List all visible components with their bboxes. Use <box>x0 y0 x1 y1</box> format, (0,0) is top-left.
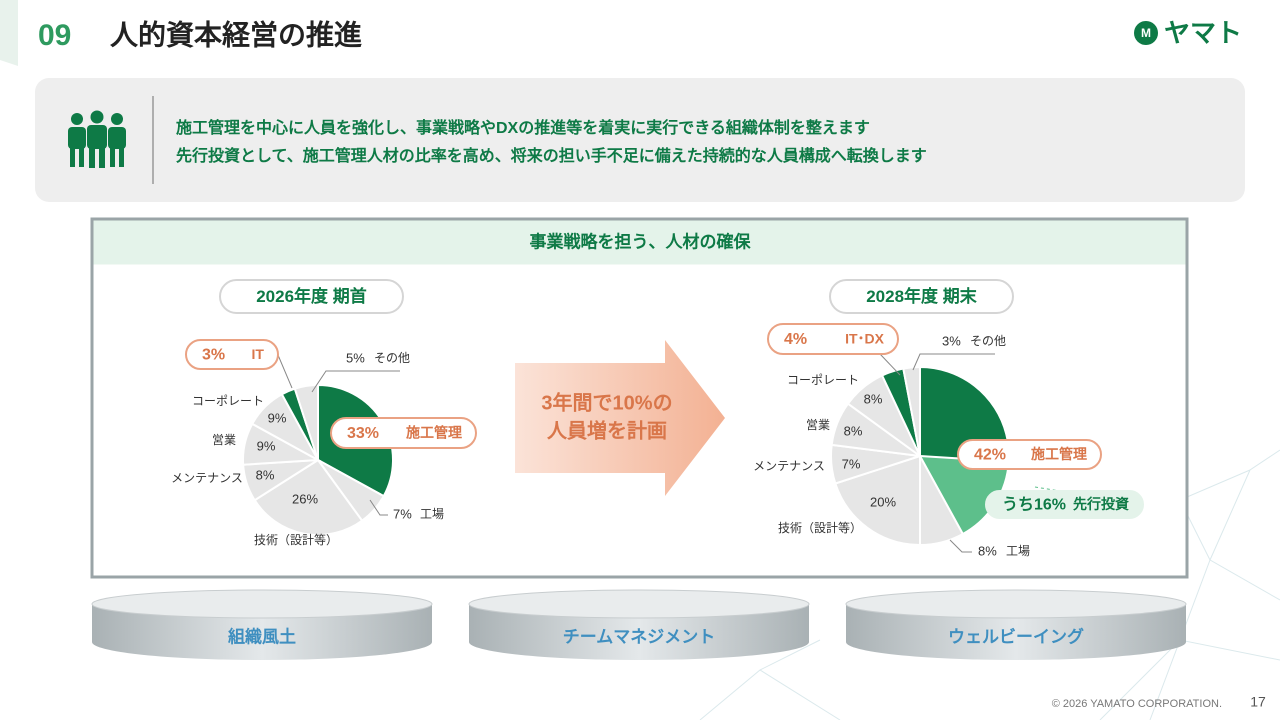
copyright: © 2026 YAMATO CORPORATION. <box>1052 698 1222 710</box>
category-label: コーポレート <box>192 394 264 408</box>
value-label: 20% <box>870 494 896 509</box>
value-label: 9% <box>268 410 287 425</box>
leader-line <box>311 370 400 393</box>
label-pill <box>767 323 899 355</box>
category-label: 先行投資 <box>1073 496 1129 512</box>
value-label: 9% <box>257 438 276 453</box>
value-label: 33% <box>347 425 379 442</box>
section-header <box>93 220 1186 265</box>
label-pill <box>957 439 1102 470</box>
growth-arrow <box>515 340 725 496</box>
page-number: 17 <box>1250 694 1266 710</box>
value-label: 7% <box>842 456 861 471</box>
arrow-text: 人員増を計画 <box>546 418 667 442</box>
foundation-cylinder <box>92 604 432 660</box>
foundation-cylinder <box>469 604 809 660</box>
category-label: メンテナンス <box>753 459 825 473</box>
page-title: 人的資本経営の推進 <box>109 18 362 50</box>
category-label: 工場 <box>420 507 444 521</box>
category-label: 技術（設計等） <box>254 532 338 547</box>
people-icon <box>68 110 126 168</box>
category-label: IT <box>252 346 265 362</box>
leader-line <box>369 499 388 516</box>
pie-chart: 2026年度 期首 33% 施工管理 7% 工場 26% 技術（設計等） 8% メンテナンス 9%… <box>171 279 477 547</box>
category-label: IT･DX <box>845 331 885 347</box>
value-label: うち16% <box>1002 496 1066 514</box>
pie-slice <box>834 454 921 547</box>
category-label: 施工管理 <box>1031 446 1087 462</box>
category-label: 技術（設計等） <box>778 520 862 535</box>
value-label: 8% <box>978 543 997 558</box>
corner-decoration <box>0 0 18 66</box>
logo-text: ヤマト <box>1164 18 1242 48</box>
value-label: 8% <box>844 423 863 438</box>
value-label: 8% <box>864 391 883 406</box>
value-label: 26% <box>292 491 318 506</box>
foundations: 組織風土 チームマネジメント ウェルビーイング <box>91 589 1187 660</box>
foundation-top <box>845 589 1187 619</box>
foundation-label: チームマネジメント <box>563 627 716 646</box>
category-label: 施工管理 <box>406 425 462 441</box>
foundation-top <box>91 589 433 619</box>
pie-slice <box>293 383 319 461</box>
value-label: 42% <box>974 447 1006 464</box>
foundation-label: ウェルビーイング <box>948 626 1084 646</box>
category-label: メンテナンス <box>171 471 243 485</box>
value-label: 5% <box>346 350 365 365</box>
leader-line <box>277 354 293 389</box>
message-line: 施工管理を中心に人員を強化し、事業戦略やDXの推進等を着実に実行できる組織体制を… <box>176 118 870 137</box>
value-label: 3% <box>942 333 961 348</box>
value-label: 4% <box>784 331 807 348</box>
value-label: 7% <box>393 506 412 521</box>
category-label: 工場 <box>1006 544 1030 558</box>
leader-line <box>912 353 995 371</box>
chart-title: 2028年度 期末 <box>866 286 978 306</box>
category-label: 営業 <box>806 418 830 432</box>
section-number: 09 <box>38 19 71 52</box>
category-label: 営業 <box>212 433 236 447</box>
message-box <box>35 78 1245 202</box>
foundation-cylinder <box>846 604 1186 660</box>
svg-text:M: M <box>1141 26 1151 40</box>
chart-title: 2026年度 期首 <box>256 286 367 306</box>
label-pill <box>330 417 477 449</box>
chart-title-pill <box>829 279 1014 314</box>
label-pill <box>985 490 1144 519</box>
foundation-top <box>468 589 810 619</box>
message-line: 先行投資として、施工管理人材の比率を高め、将来の担い手不足に備えた持続的な人員構… <box>176 146 927 165</box>
logo: M ヤマト <box>1134 18 1242 48</box>
leader-line <box>949 539 972 553</box>
category-label: コーポレート <box>787 373 859 387</box>
value-label: 3% <box>202 347 225 364</box>
arrow-text: 3年間で10%の <box>541 390 672 414</box>
chart-title-pill <box>219 279 404 314</box>
label-pill <box>185 339 279 370</box>
section-title: 事業戦略を担う、人材の確保 <box>530 231 752 251</box>
leader-line <box>1034 486 1061 492</box>
category-label: その他 <box>374 351 410 365</box>
category-label: その他 <box>970 334 1006 348</box>
value-label: 8% <box>256 467 275 482</box>
pie-slice <box>902 365 921 457</box>
leader-line <box>879 353 901 376</box>
foundation-label: 組織風土 <box>227 626 296 646</box>
pie-slice <box>253 458 364 536</box>
